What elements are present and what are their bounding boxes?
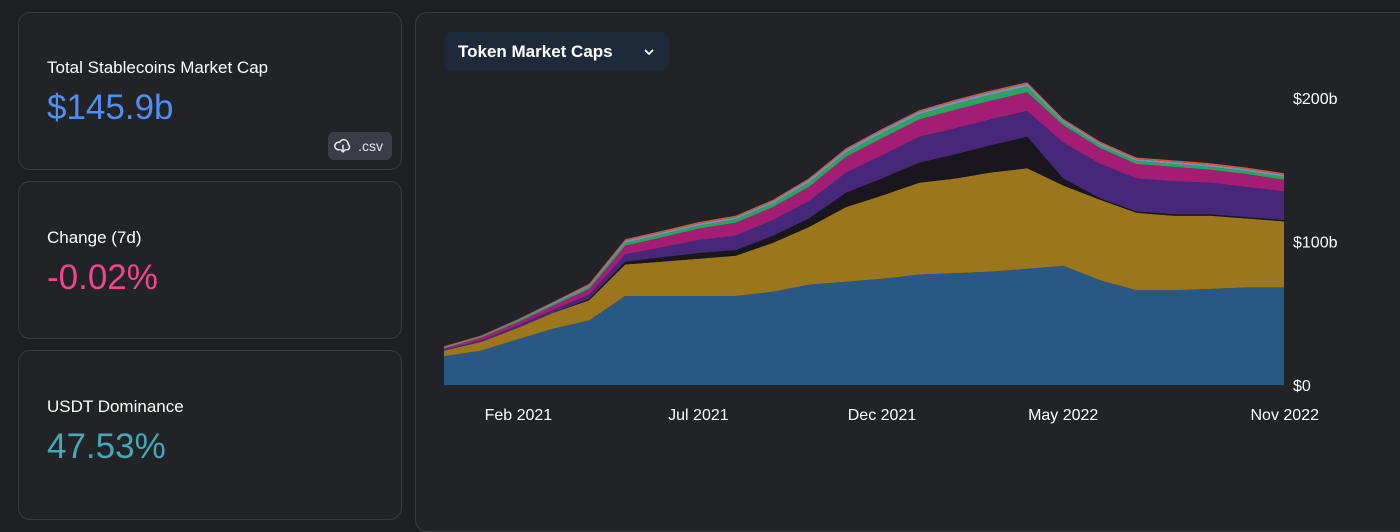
- chart-type-dropdown[interactable]: Token Market Caps: [444, 32, 669, 71]
- stat-card-change-7d: Change (7d) -0.02%: [18, 181, 402, 339]
- stat-value: 47.53%: [47, 427, 166, 466]
- stat-label: USDT Dominance: [47, 397, 184, 416]
- chart-panel: [415, 12, 1400, 532]
- stat-value: $145.9b: [47, 88, 174, 127]
- stat-label: Change (7d): [47, 228, 142, 247]
- stat-card-total-mcap: Total Stablecoins Market Cap $145.9b .cs…: [18, 12, 402, 170]
- cloud-download-icon: [334, 138, 351, 153]
- stat-value: -0.02%: [47, 258, 158, 297]
- stat-card-usdt-dominance: USDT Dominance 47.53%: [18, 350, 402, 520]
- chevron-down-icon: [644, 49, 654, 55]
- download-csv-button[interactable]: .csv: [328, 132, 392, 160]
- dropdown-label: Token Market Caps: [458, 41, 613, 61]
- stat-label: Total Stablecoins Market Cap: [47, 58, 269, 77]
- csv-button-label: .csv: [358, 138, 383, 154]
